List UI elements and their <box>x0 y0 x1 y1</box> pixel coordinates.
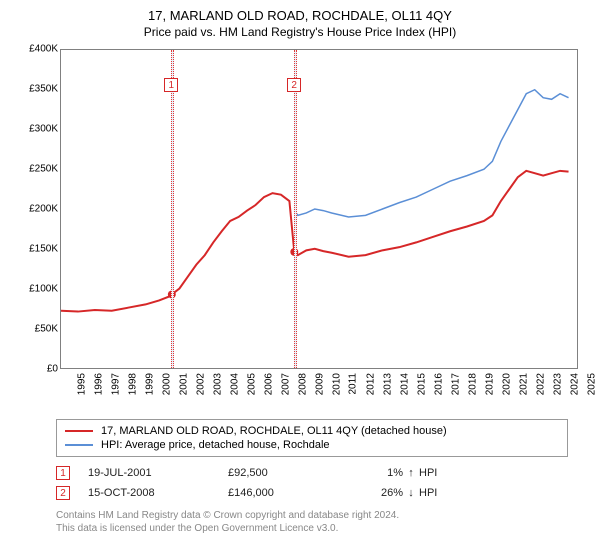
legend-label: HPI: Average price, detached house, Roch… <box>101 439 330 451</box>
y-tick-label: £250K <box>16 164 58 175</box>
legend: 17, MARLAND OLD ROAD, ROCHDALE, OL11 4QY… <box>56 419 568 457</box>
sale-flag: 2 <box>287 78 301 92</box>
sale-date: 19-JUL-2001 <box>88 467 228 479</box>
sale-marker-box: 1 <box>56 466 70 480</box>
sale-hpi: HPI <box>419 487 459 499</box>
y-tick-label: £350K <box>16 84 58 95</box>
footer-line-1: Contains HM Land Registry data © Crown c… <box>56 509 568 522</box>
sale-arrow: ↑ <box>403 467 419 479</box>
x-tick-label: 2025 <box>586 373 600 395</box>
y-tick-label: £0 <box>16 364 58 375</box>
y-tick-label: £200K <box>16 204 58 215</box>
legend-swatch <box>65 430 93 432</box>
title-block: 17, MARLAND OLD ROAD, ROCHDALE, OL11 4QY… <box>12 8 588 39</box>
sale-row: 1 19-JUL-2001£92,5001%↑HPI <box>56 463 568 483</box>
sale-price: £92,500 <box>228 467 348 479</box>
plot-area: 12 <box>60 49 578 369</box>
footer-line-2: This data is licensed under the Open Gov… <box>56 522 568 535</box>
chart-svg <box>61 50 577 368</box>
sale-marker-box: 2 <box>56 486 70 500</box>
title-sub: Price paid vs. HM Land Registry's House … <box>12 25 588 39</box>
y-tick-label: £50K <box>16 324 58 335</box>
legend-label: 17, MARLAND OLD ROAD, ROCHDALE, OL11 4QY… <box>101 425 447 437</box>
sale-pct: 1% <box>348 467 403 479</box>
footer: Contains HM Land Registry data © Crown c… <box>56 509 568 535</box>
sale-band <box>171 50 174 368</box>
legend-swatch <box>65 444 93 446</box>
sales-table: 1 19-JUL-2001£92,5001%↑HPI 2 15-OCT-2008£14… <box>56 463 568 503</box>
sale-price: £146,000 <box>228 487 348 499</box>
chart-area: £0 £50K £100K £150K £200K £250K £300K £350K £400… <box>16 45 578 415</box>
y-tick-label: £150K <box>16 244 58 255</box>
series-subject_property <box>61 171 569 312</box>
y-tick-label: £300K <box>16 124 58 135</box>
sale-flag: 1 <box>164 78 178 92</box>
legend-row: HPI: Average price, detached house, Roch… <box>65 438 559 452</box>
sale-pct: 26% <box>348 487 403 499</box>
legend-row: 17, MARLAND OLD ROAD, ROCHDALE, OL11 4QY… <box>65 424 559 438</box>
series-hpi <box>294 90 568 217</box>
y-tick-label: £100K <box>16 284 58 295</box>
sale-hpi: HPI <box>419 467 459 479</box>
y-tick-label: £400K <box>16 44 58 55</box>
title-main: 17, MARLAND OLD ROAD, ROCHDALE, OL11 4QY <box>12 8 588 23</box>
sale-band <box>294 50 297 368</box>
sale-row: 2 15-OCT-2008£146,00026%↓HPI <box>56 483 568 503</box>
page-container: 17, MARLAND OLD ROAD, ROCHDALE, OL11 4QY… <box>0 0 600 560</box>
sale-date: 15-OCT-2008 <box>88 487 228 499</box>
sale-arrow: ↓ <box>403 487 419 499</box>
